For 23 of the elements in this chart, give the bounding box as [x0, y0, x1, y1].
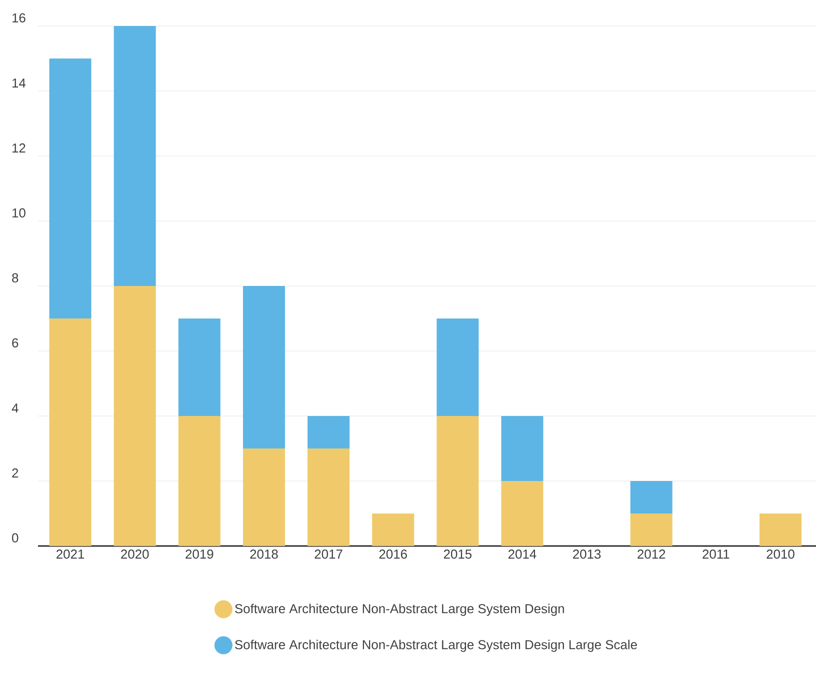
x-tick-label: 2015: [444, 550, 472, 559]
y-tick-label: 0: [12, 533, 18, 542]
x-tick-label: 2014: [508, 550, 536, 559]
y-tick-label: 16: [12, 13, 26, 22]
x-tick-label: 2017: [314, 550, 342, 559]
legend-label: Software Architecture Non-Abstract Large System Design Large Scale: [235, 640, 637, 652]
x-tick-label: 2019: [186, 550, 214, 559]
y-tick-label: 14: [12, 78, 26, 88]
y-tick-label: 8: [12, 273, 18, 282]
x-tick-label: 2021: [56, 550, 84, 559]
legend-label: Software Architecture Non-Abstract Large System Design: [235, 604, 564, 616]
y-tick-label: 6: [12, 338, 18, 348]
x-tick-label: 2011: [702, 550, 730, 559]
x-tick-label: 2018: [250, 550, 278, 559]
y-tick-label: 2: [12, 468, 18, 478]
x-tick-label: 2020: [121, 550, 149, 559]
y-tick-label: 12: [12, 143, 26, 152]
x-tick-label: 2012: [638, 550, 666, 559]
x-tick-label: 2016: [379, 550, 407, 559]
y-tick-label: 4: [12, 404, 18, 412]
x-tick-label: 2010: [766, 550, 794, 559]
y-tick-label: 10: [12, 208, 26, 218]
x-tick-label: 2013: [573, 550, 601, 559]
